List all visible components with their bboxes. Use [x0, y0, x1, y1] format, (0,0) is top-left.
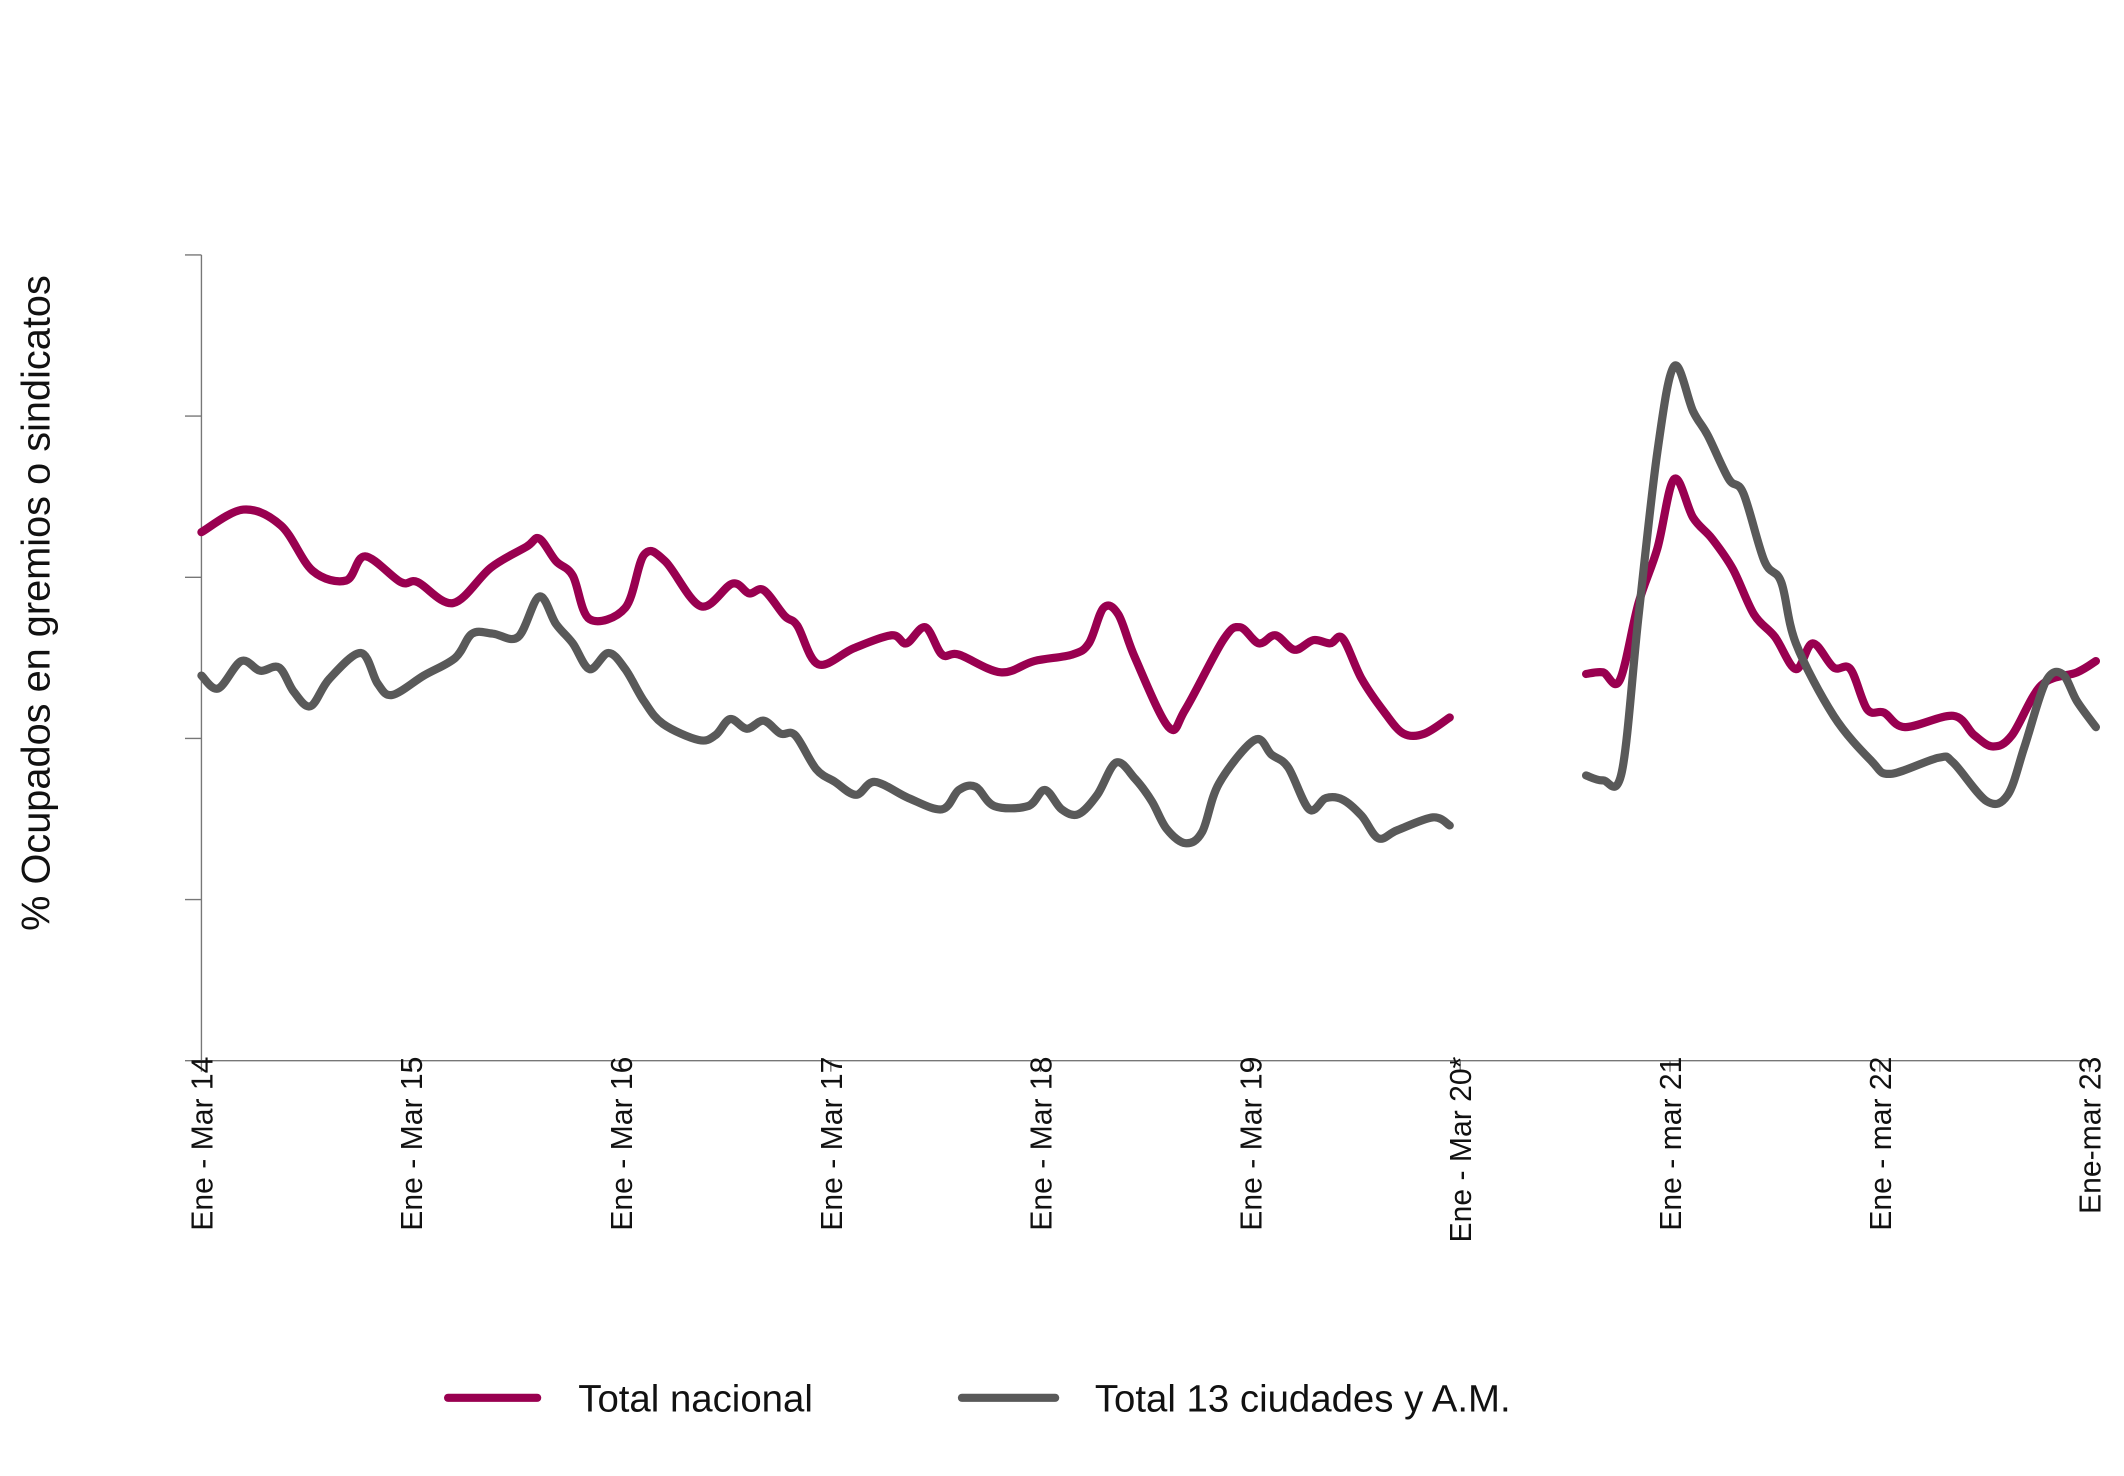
- x-tick-label: Ene - Mar 15: [396, 1057, 429, 1231]
- x-tick-label: Ene - mar 22: [1865, 1057, 1898, 1231]
- x-tick-label: Ene - Mar 14: [186, 1057, 219, 1231]
- x-tick-label: Ene-mar 23: [2075, 1057, 2108, 1214]
- x-tick-labels: Ene - Mar 14 Ene - Mar 15 Ene - Mar 16 Ene …: [186, 1056, 2107, 1242]
- x-tick-label: Ene - Mar 16: [606, 1057, 639, 1231]
- x-tick-label: Ene - Mar 20*: [1445, 1056, 1478, 1242]
- series-line-total-13-ciudades-segment-2: [1581, 361, 2101, 809]
- x-tick-label: Ene - Mar 17: [816, 1057, 849, 1231]
- legend: Total nacional Total 13 ciudades y A.M.: [443, 1378, 1511, 1421]
- x-tick-label: Ene - Mar 18: [1026, 1057, 1059, 1231]
- axes: [184, 254, 2093, 1072]
- series-line-total-nacional-segment-2: [1581, 474, 2101, 751]
- x-tick-label: Ene - Mar 19: [1235, 1057, 1268, 1231]
- series-line-total-13-ciudades-segment-1: [197, 592, 1454, 848]
- legend-label-total-13-ciudades: Total 13 ciudades y A.M.: [1095, 1378, 1511, 1421]
- series-layer: [197, 361, 2101, 848]
- y-axis-title: % Ocupados en gremios o sindicatos: [14, 275, 58, 931]
- series-line-total-nacional-segment-1: [197, 505, 1454, 741]
- legend-label-total-nacional: Total nacional: [578, 1378, 813, 1421]
- x-tick-label: Ene - mar 21: [1655, 1057, 1688, 1231]
